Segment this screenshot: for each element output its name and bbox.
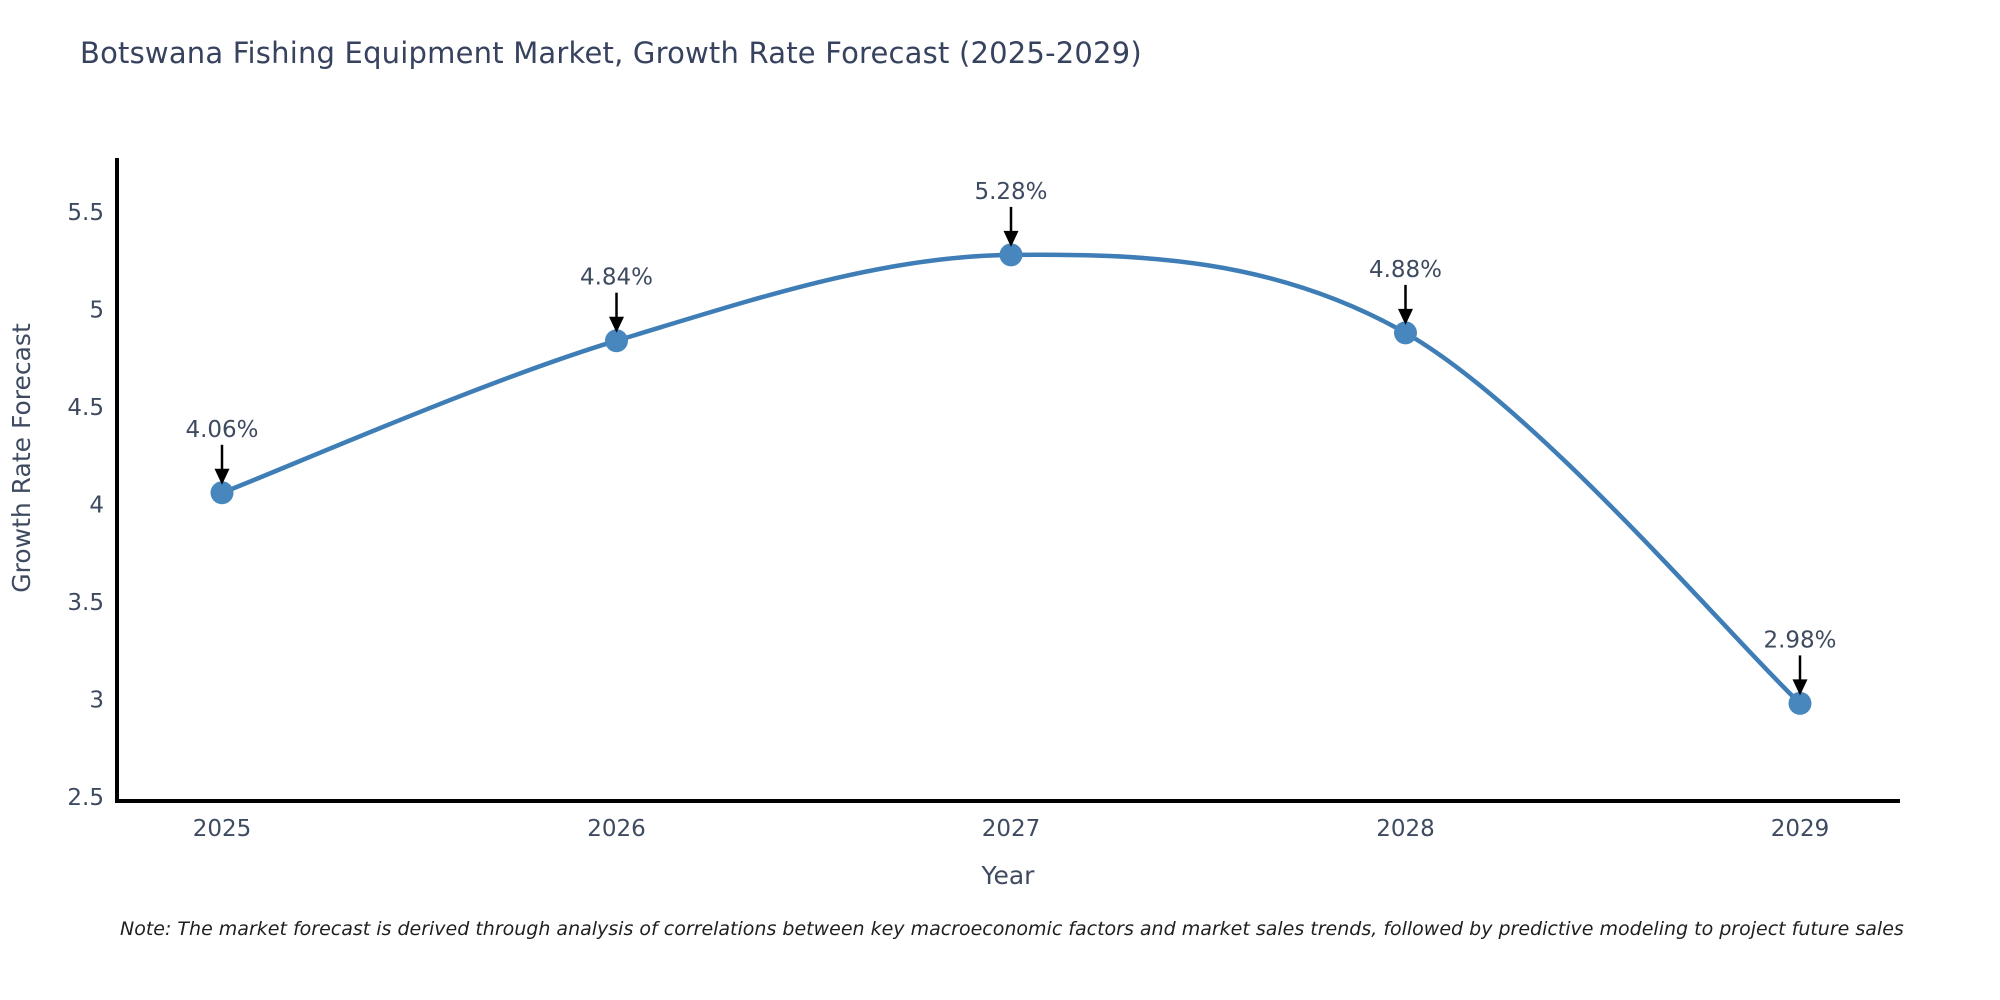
annotation-arrowhead — [214, 468, 230, 485]
y-tick-label: 5.5 — [67, 200, 104, 226]
annotation-label: 5.28% — [974, 179, 1047, 205]
data-point-marker — [1394, 321, 1417, 345]
data-point-marker — [210, 481, 234, 505]
annotation-label: 4.06% — [185, 417, 258, 443]
y-tick-label: 5 — [89, 298, 104, 324]
annotation-arrowhead — [1792, 679, 1808, 696]
annotation-label: 4.84% — [580, 265, 653, 291]
axis-spines — [115, 158, 1900, 803]
y-tick-label: 4.5 — [67, 395, 104, 421]
x-axis-title: Year — [981, 861, 1036, 890]
footnote: Note: The market forecast is derived thr… — [120, 918, 1904, 940]
y-axis-title: Growth Rate Forecast — [7, 323, 36, 593]
x-tick-label: 2027 — [982, 816, 1041, 842]
data-point-marker — [605, 329, 628, 353]
chart-title: Botswana Fishing Equipment Market, Growt… — [80, 36, 1142, 70]
y-tick-label: 3 — [89, 688, 104, 714]
annotation-arrowhead — [1398, 308, 1413, 325]
y-tick-label: 3.5 — [67, 590, 104, 616]
annotation-arrowhead — [609, 316, 624, 333]
annotation-arrowhead — [1003, 230, 1019, 247]
annotation-label: 4.88% — [1369, 257, 1442, 283]
data-point-marker — [999, 243, 1023, 267]
y-tick-label: 4 — [89, 493, 104, 519]
annotation-label: 2.98% — [1763, 627, 1836, 653]
y-tick-label: 2.5 — [67, 785, 104, 811]
x-tick-label: 2029 — [1771, 816, 1830, 842]
x-tick-label: 2025 — [193, 816, 252, 842]
x-tick-label: 2026 — [587, 816, 646, 842]
data-point-marker — [1788, 691, 1812, 715]
series-line — [219, 252, 1803, 706]
x-tick-label: 2028 — [1376, 816, 1435, 842]
